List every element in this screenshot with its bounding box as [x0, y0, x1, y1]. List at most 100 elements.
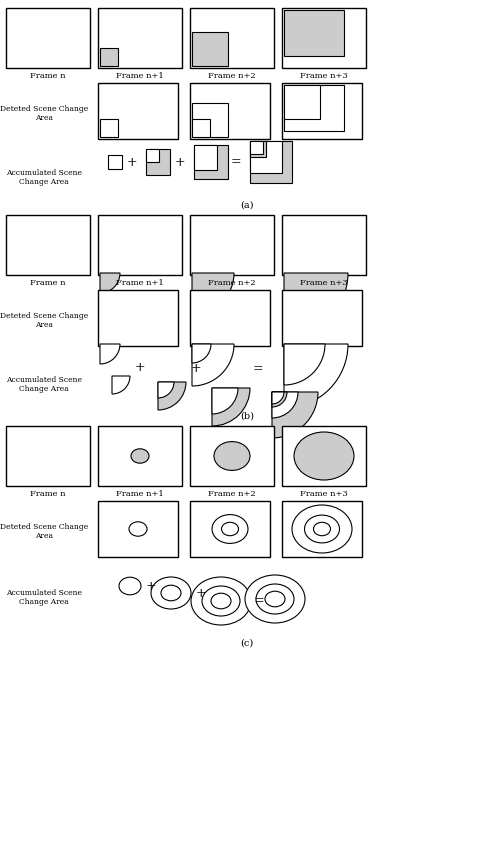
Bar [282, 215, 366, 275]
Bar [98, 83, 178, 139]
Wedge shape [212, 388, 250, 426]
Wedge shape [100, 344, 120, 364]
Bar [108, 155, 122, 169]
Wedge shape [112, 376, 130, 394]
Ellipse shape [191, 577, 251, 625]
Text: Frame n+1: Frame n+1 [116, 72, 164, 80]
Bar [98, 290, 178, 346]
Ellipse shape [256, 584, 294, 614]
Text: Frame n+3: Frame n+3 [300, 72, 348, 80]
Bar [146, 149, 170, 175]
Text: Accumulated Scene
Change Area: Accumulated Scene Change Area [6, 169, 82, 186]
Text: +: + [135, 361, 145, 374]
Ellipse shape [304, 515, 339, 543]
Bar [6, 8, 90, 68]
Text: +: + [175, 156, 185, 168]
Ellipse shape [221, 522, 239, 536]
Ellipse shape [119, 577, 141, 595]
Bar [282, 501, 362, 557]
Bar [190, 290, 270, 346]
Bar [6, 426, 90, 486]
Bar [190, 426, 274, 486]
Bar [100, 48, 118, 66]
Text: Accumulated Scene
Change Area: Accumulated Scene Change Area [6, 376, 82, 393]
Text: Frame n: Frame n [30, 490, 66, 498]
Wedge shape [272, 392, 318, 438]
Bar [190, 83, 270, 139]
Bar [282, 426, 366, 486]
Ellipse shape [292, 505, 352, 553]
Ellipse shape [211, 593, 231, 609]
Bar [190, 215, 274, 275]
Ellipse shape [129, 522, 147, 536]
Bar [190, 501, 270, 557]
Bar [250, 141, 266, 157]
Text: (c): (c) [241, 639, 253, 648]
Bar [6, 215, 90, 275]
Wedge shape [192, 344, 211, 363]
Wedge shape [100, 273, 120, 293]
Text: Frame n+3: Frame n+3 [300, 279, 348, 287]
Wedge shape [284, 344, 325, 385]
Wedge shape [284, 344, 348, 408]
Ellipse shape [131, 449, 149, 463]
Bar [98, 501, 178, 557]
Ellipse shape [202, 586, 240, 616]
Text: Deteted Scene Change
Area: Deteted Scene Change Area [0, 523, 88, 540]
Text: +: + [191, 362, 202, 374]
Bar [250, 141, 292, 183]
Bar [282, 83, 362, 139]
Bar [282, 290, 362, 346]
Bar [194, 145, 217, 170]
Ellipse shape [294, 432, 354, 480]
Text: =: = [253, 363, 263, 375]
Wedge shape [192, 273, 234, 315]
Text: Frame n: Frame n [30, 72, 66, 80]
Text: =: = [254, 594, 264, 608]
Bar [100, 119, 118, 137]
Bar [192, 103, 228, 137]
Bar [284, 10, 344, 56]
Text: Deteted Scene Change
Area: Deteted Scene Change Area [0, 312, 88, 329]
Text: Frame n+3: Frame n+3 [300, 490, 348, 498]
Wedge shape [158, 382, 186, 410]
Text: =: = [231, 156, 241, 168]
Text: Frame n+1: Frame n+1 [116, 490, 164, 498]
Text: Accumulated Scene
Change Area: Accumulated Scene Change Area [6, 589, 82, 606]
Text: Frame n+2: Frame n+2 [208, 279, 256, 287]
Wedge shape [158, 382, 174, 398]
Text: +: + [126, 156, 137, 168]
Text: (b): (b) [240, 412, 254, 421]
Wedge shape [272, 392, 287, 407]
Wedge shape [284, 273, 348, 337]
Text: Frame n+2: Frame n+2 [208, 490, 256, 498]
Ellipse shape [314, 522, 330, 536]
Bar [192, 119, 210, 137]
Ellipse shape [265, 591, 285, 607]
Bar [284, 85, 344, 131]
Bar [190, 8, 274, 68]
Text: +: + [196, 587, 206, 599]
Bar [250, 141, 282, 173]
Ellipse shape [151, 577, 191, 609]
Bar [146, 149, 159, 162]
Ellipse shape [214, 441, 250, 470]
Bar [284, 85, 320, 119]
Text: Frame n+2: Frame n+2 [208, 72, 256, 80]
Wedge shape [212, 388, 238, 414]
Bar [282, 8, 366, 68]
Bar [98, 426, 182, 486]
Ellipse shape [245, 575, 305, 623]
Bar [194, 145, 228, 179]
Text: +: + [146, 580, 156, 593]
Bar [98, 8, 182, 68]
Wedge shape [192, 344, 234, 386]
Text: (a): (a) [240, 201, 254, 210]
Wedge shape [272, 392, 298, 418]
Bar [98, 215, 182, 275]
Text: Deteted Scene Change
Area: Deteted Scene Change Area [0, 105, 88, 122]
Bar [192, 32, 228, 66]
Text: Frame n+1: Frame n+1 [116, 279, 164, 287]
Ellipse shape [212, 515, 248, 544]
Wedge shape [272, 392, 284, 404]
